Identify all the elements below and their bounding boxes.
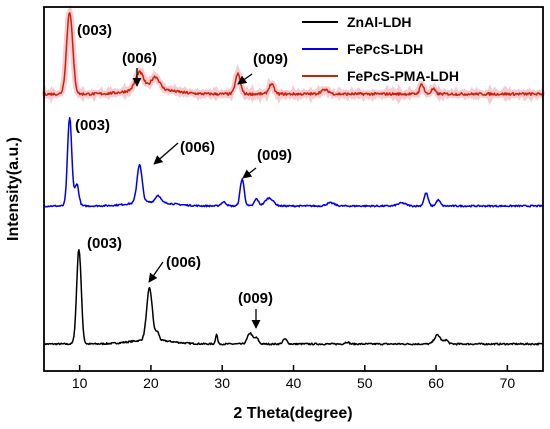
x-axis-tick-labels: 10 20 30 40 50 60 70 [72,375,516,391]
x-tick-label-50: 50 [357,375,373,391]
y-axis-title: Intensity(a.u.) [5,137,22,241]
legend-label-fepcs-pma: FePcS-PMA-LDH [347,68,459,84]
annotation-009-fepcs-pma: (009) [253,51,288,68]
legend: ZnAl-LDH FePcS-LDH FePcS-PMA-LDH [302,14,459,84]
arrow-009-fepcs-pma [237,73,253,85]
x-tick-label-10: 10 [72,375,88,391]
x-axis-ticks [78,365,509,371]
x-tick-label-60: 60 [428,375,444,391]
arrow-006-znal [148,261,164,283]
arrow-006-fepcs [153,142,179,165]
legend-item-fepcs-pma: FePcS-PMA-LDH [302,68,459,84]
legend-label-fepcs: FePcS-LDH [347,41,423,57]
fepcs-pma-line-halo [41,4,546,106]
x-tick-label-70: 70 [500,375,516,391]
annotation-009-fepcs: (009) [257,147,292,164]
x-tick-label-20: 20 [143,375,159,391]
legend-item-znal: ZnAl-LDH [302,14,412,30]
annotation-003-znal: (003) [87,235,122,252]
x-axis-title: 2 Theta(degree) [233,405,352,422]
plot-frame [43,6,544,372]
annotation-003-fepcs: (003) [75,117,110,134]
arrow-009-fepcs [242,167,257,179]
annotation-009-znal: (009) [238,290,273,307]
x-tick-label-40: 40 [286,375,302,391]
series-layer [41,4,546,346]
peak-annotations: (003) (006) (009) (003) (006) (009) (003… [75,22,292,329]
znal-line [43,248,544,346]
annotation-006-znal: (006) [166,254,201,271]
annotation-006-fepcs-pma: (006) [122,50,157,67]
fepcs-line [43,116,544,208]
annotation-003-fepcs-pma: (003) [77,22,112,39]
x-tick-label-30: 30 [214,375,230,391]
legend-item-fepcs: FePcS-LDH [302,41,423,57]
annotation-006-fepcs: (006) [180,139,215,156]
legend-label-znal: ZnAl-LDH [347,14,412,30]
fepcs-pma-line [43,12,544,97]
